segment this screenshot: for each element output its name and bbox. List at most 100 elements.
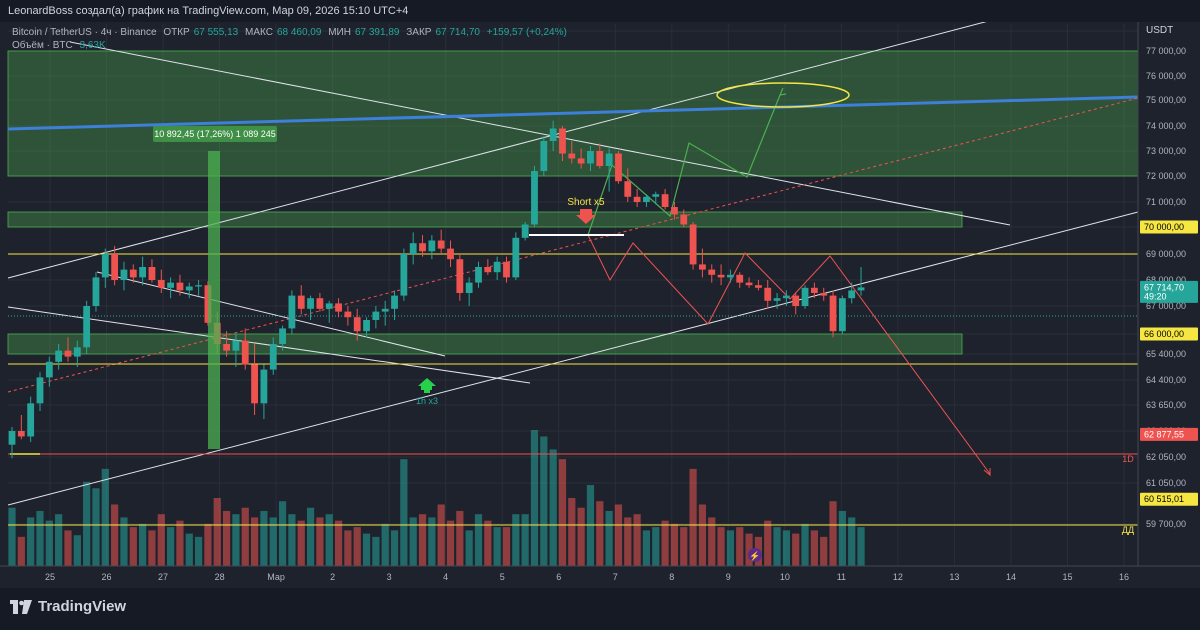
short-arrow-icon: [576, 209, 596, 224]
candle-body: [680, 214, 688, 225]
x-tick-label: 15: [1062, 572, 1072, 582]
x-tick-label: 12: [893, 572, 903, 582]
candle-body: [848, 290, 856, 299]
candle-body: [251, 364, 258, 404]
volume-bar: [596, 501, 604, 566]
lightning-icon: [748, 548, 762, 562]
volume-bar: [661, 520, 669, 566]
price-tag: 70 000,00: [1144, 222, 1184, 232]
y-tick-label: 74 000,00: [1146, 121, 1186, 131]
time-axis-bg: [0, 566, 1200, 588]
channel-upper-line: [7, 22, 987, 279]
wedge-lower-line: [7, 306, 531, 384]
y-tick-label: 72 000,00: [1146, 171, 1186, 181]
candle-body: [55, 350, 63, 362]
x-tick-label: 8: [669, 572, 674, 582]
candle-body: [353, 317, 361, 332]
candle-body: [279, 328, 286, 344]
volume-bar: [810, 530, 818, 566]
candle-body: [307, 298, 314, 309]
candle-body: [36, 377, 44, 404]
price-chart[interactable]: 10 892,45 (17,26%) 1 089 245 Short x5 1h x…: [0, 22, 1200, 588]
volume-bar: [316, 517, 324, 566]
volume-bar: [176, 520, 184, 566]
volume-bar: [55, 514, 63, 566]
volume-bar: [362, 533, 371, 566]
candle-body: [689, 224, 697, 265]
volume-bar: [493, 527, 501, 566]
candle-body: [577, 158, 585, 164]
volume-bar: [801, 523, 809, 566]
candle-body: [605, 153, 613, 166]
volume-bar: [306, 507, 315, 566]
candle-body: [101, 254, 109, 278]
drawing-layer: [7, 22, 1139, 526]
long-arrow-icon: [418, 378, 436, 390]
candle-body: [400, 254, 408, 296]
candle-body: [587, 151, 594, 164]
y-tick-label: 73 000,00: [1146, 146, 1186, 156]
candle-body: [484, 267, 492, 273]
volume-bar: [101, 468, 109, 566]
volume-bar: [605, 510, 613, 566]
y-tick-label: 65 400,00: [1146, 349, 1186, 359]
candle-body: [549, 128, 557, 141]
candle-body: [437, 240, 445, 249]
candle-body: [559, 128, 566, 154]
y-tick-label: 61 050,00: [1146, 478, 1186, 488]
bull-scenario-arrowhead: [779, 87, 787, 96]
x-tick-label: 26: [102, 572, 112, 582]
channel-lower-line: [7, 211, 1139, 506]
volume-bar: [111, 504, 119, 566]
volume-bar: [297, 520, 305, 566]
volume-bar: [689, 468, 697, 566]
candle-body: [8, 431, 16, 445]
candle-body: [120, 269, 128, 280]
volume-bar: [549, 449, 557, 566]
volume-bar: [624, 517, 632, 566]
low-label: МИН: [328, 27, 351, 38]
candle-body: [671, 207, 678, 215]
price-tag: 67 714,70: [1144, 282, 1184, 292]
candle-body: [363, 320, 370, 332]
symbol-name[interactable]: Bitcoin / TetherUS · 4ч · Binance: [12, 27, 157, 38]
long-signal-label: 1h x3: [416, 396, 438, 406]
candle-body: [83, 306, 91, 348]
blue-trendline: [7, 95, 1139, 131]
volume-bar: [428, 517, 436, 566]
candle-body: [465, 282, 473, 293]
candle-body: [652, 194, 660, 197]
short-signal-label: Short x5: [567, 197, 605, 208]
candle-body: [167, 282, 175, 288]
target-ellipse: [716, 82, 850, 108]
candle-body: [232, 340, 240, 351]
volume-bar: [92, 488, 100, 566]
price-tag-bg: [1140, 427, 1198, 441]
volume-bar: [745, 533, 753, 566]
price-tag-bg: [1140, 220, 1198, 234]
candle-layer: [8, 120, 865, 459]
volume-bar: [437, 504, 445, 566]
high-value: 68 460,09: [276, 27, 322, 38]
volume-label[interactable]: Объём · BTC: [12, 40, 73, 51]
y-tick-label: 68 000,00: [1146, 275, 1186, 285]
y-tick-label: 75 000,00: [1146, 95, 1186, 105]
candle-body: [531, 171, 538, 225]
candle-body: [568, 153, 576, 159]
candle-body: [325, 303, 333, 309]
tradingview-logo[interactable]: TradingView: [10, 598, 126, 615]
volume-bar: [614, 504, 623, 566]
volume-bar: [222, 510, 231, 566]
level-label-dd: ДД: [1122, 525, 1134, 535]
candle-body: [717, 274, 725, 278]
chart-caption: LeonardBoss создал(а) график на TradingV…: [0, 0, 1200, 22]
volume-bar: [167, 527, 175, 566]
candle-body: [838, 298, 846, 332]
candle-body: [493, 261, 501, 273]
candle-body: [699, 264, 706, 270]
volume-bar: [8, 507, 16, 566]
x-tick-label: 6: [556, 572, 561, 582]
candle-body: [727, 274, 734, 278]
volume-bar: [502, 527, 511, 566]
candle-body: [176, 282, 184, 291]
